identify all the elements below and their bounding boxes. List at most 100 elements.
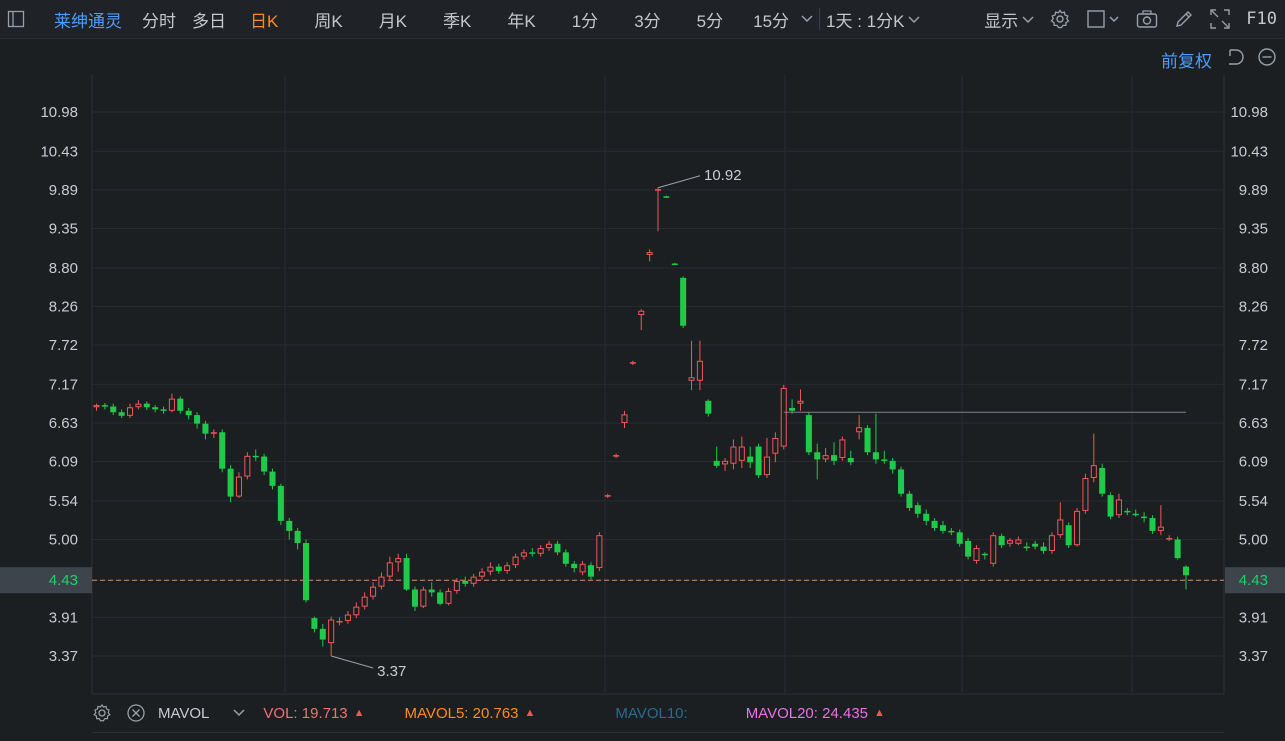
tab-5min[interactable]: 5分 [696, 11, 724, 31]
tab-duori[interactable]: 多日 [192, 11, 226, 31]
candle-body [235, 476, 242, 497]
y-tick-label-left: 6.09 [49, 454, 78, 471]
settings-icon[interactable] [1050, 9, 1070, 29]
candle-body [286, 520, 293, 531]
candle-body [755, 446, 762, 476]
tab-quarterly-k[interactable]: 季K [443, 11, 472, 31]
candle-body [512, 556, 519, 566]
y-tick-label-right: 5.54 [1239, 493, 1268, 510]
candle-body [311, 618, 318, 629]
candle-body [722, 460, 729, 465]
tab-1min[interactable]: 1分 [571, 11, 599, 31]
candle-body [370, 586, 377, 597]
tab-monthly-k[interactable]: 月K [378, 11, 408, 31]
pencil-icon[interactable] [1174, 9, 1194, 29]
stock-name[interactable]: 莱绅通灵 [54, 11, 122, 31]
min-price-label: 3.37 [377, 663, 406, 680]
candle-body [403, 558, 410, 590]
candle-body [772, 437, 779, 454]
y-tick-label-right: 9.89 [1239, 182, 1268, 199]
camera-icon[interactable] [1136, 9, 1158, 29]
indicator-settings-icon[interactable] [92, 703, 112, 723]
f10-button[interactable]: F10 [1246, 9, 1277, 29]
y-tick-label-right: 3.91 [1239, 609, 1268, 626]
y-tick-label-right: 3.37 [1239, 648, 1268, 665]
chevron-down-icon[interactable] [801, 10, 813, 28]
candle-body [939, 525, 946, 531]
y-tick-label-right: 7.17 [1239, 376, 1268, 393]
candle-body [127, 407, 134, 416]
tab-yearly-k[interactable]: 年K [507, 11, 536, 31]
y-tick-label-left: 7.72 [49, 337, 78, 354]
candle-body [1115, 499, 1122, 516]
min-pointer-line [331, 655, 374, 669]
undo-icon[interactable] [1225, 47, 1245, 72]
chart-subbar: 前复权 [0, 39, 1285, 75]
candle-body [546, 543, 553, 549]
tab-3min[interactable]: 3分 [634, 11, 661, 31]
candle-body [1141, 516, 1148, 519]
candle-body [93, 405, 100, 408]
vol-value: 19.713 [301, 704, 348, 722]
candle-body [696, 360, 703, 381]
y-tick-label-right: 10.98 [1230, 104, 1268, 121]
adjust-mode-button[interactable]: 前复权 [1161, 52, 1212, 71]
candle-body [411, 589, 418, 607]
candle-body [1048, 535, 1055, 551]
chevron-down-icon [1022, 9, 1034, 29]
fullscreen-icon[interactable] [1210, 9, 1230, 29]
vol-readout: VOL: 19.713 ▲ [263, 705, 364, 722]
candle-body [1166, 538, 1173, 540]
sidebar-toggle-icon[interactable] [6, 9, 26, 29]
zoom-out-icon[interactable] [1257, 47, 1277, 72]
y-tick-label-right: 8.26 [1239, 298, 1268, 315]
candle-body [244, 455, 251, 477]
indicator-dropdown-chevron-icon[interactable] [233, 709, 245, 717]
tab-fenshi[interactable]: 分时 [142, 11, 176, 31]
toolbar: 莱绅通灵 分时 多日 日K 周K 月K 季K 年K 1分 3分 5分 15分 1… [0, 0, 1285, 39]
candle-body [118, 412, 125, 416]
y-tick-label-left: 10.43 [40, 143, 78, 160]
candle-body [344, 614, 351, 621]
candle-body [688, 377, 695, 381]
candle-body [143, 403, 150, 408]
candle-body [579, 563, 586, 573]
current-price-tag-left [0, 567, 92, 594]
candle-body [872, 452, 879, 460]
candle-body [981, 553, 988, 556]
candle-body [881, 459, 888, 461]
tab-daily-k[interactable]: 日K [250, 11, 279, 31]
tab-weekly-k[interactable]: 周K [314, 11, 343, 31]
candle-body [495, 566, 502, 571]
candle-body [504, 565, 511, 571]
candle-body [1157, 526, 1164, 531]
indicator-name: MAVOL [158, 704, 210, 722]
candle-body [1074, 510, 1081, 546]
candle-body [462, 580, 469, 584]
candle-body [101, 405, 108, 407]
candle-body [705, 400, 712, 414]
candle-body [973, 548, 980, 561]
mavol20-value: 24.435 [822, 704, 869, 722]
y-tick-label-left: 7.17 [49, 376, 78, 393]
close-indicator-icon[interactable] [126, 703, 146, 723]
layout-square-icon[interactable] [1086, 9, 1120, 29]
interval-dropdown[interactable]: 1天 : 1分K [826, 7, 920, 32]
candle-body [856, 427, 863, 433]
candle-body [261, 456, 268, 472]
candle-body [487, 566, 494, 572]
candle-body [1099, 467, 1106, 494]
max-price-label: 10.92 [704, 167, 742, 184]
candle-body [219, 432, 226, 469]
display-dropdown[interactable]: 显示 [984, 7, 1034, 32]
candle-body [135, 403, 142, 408]
candle-body [646, 252, 653, 255]
candle-body [830, 455, 838, 461]
current-price-tag-right [1225, 567, 1285, 594]
tab-15min[interactable]: 15分 [753, 11, 790, 31]
candle-body [1149, 518, 1156, 531]
candle-body [227, 468, 234, 497]
candle-body [797, 400, 804, 404]
chevron-down-icon [908, 9, 920, 29]
